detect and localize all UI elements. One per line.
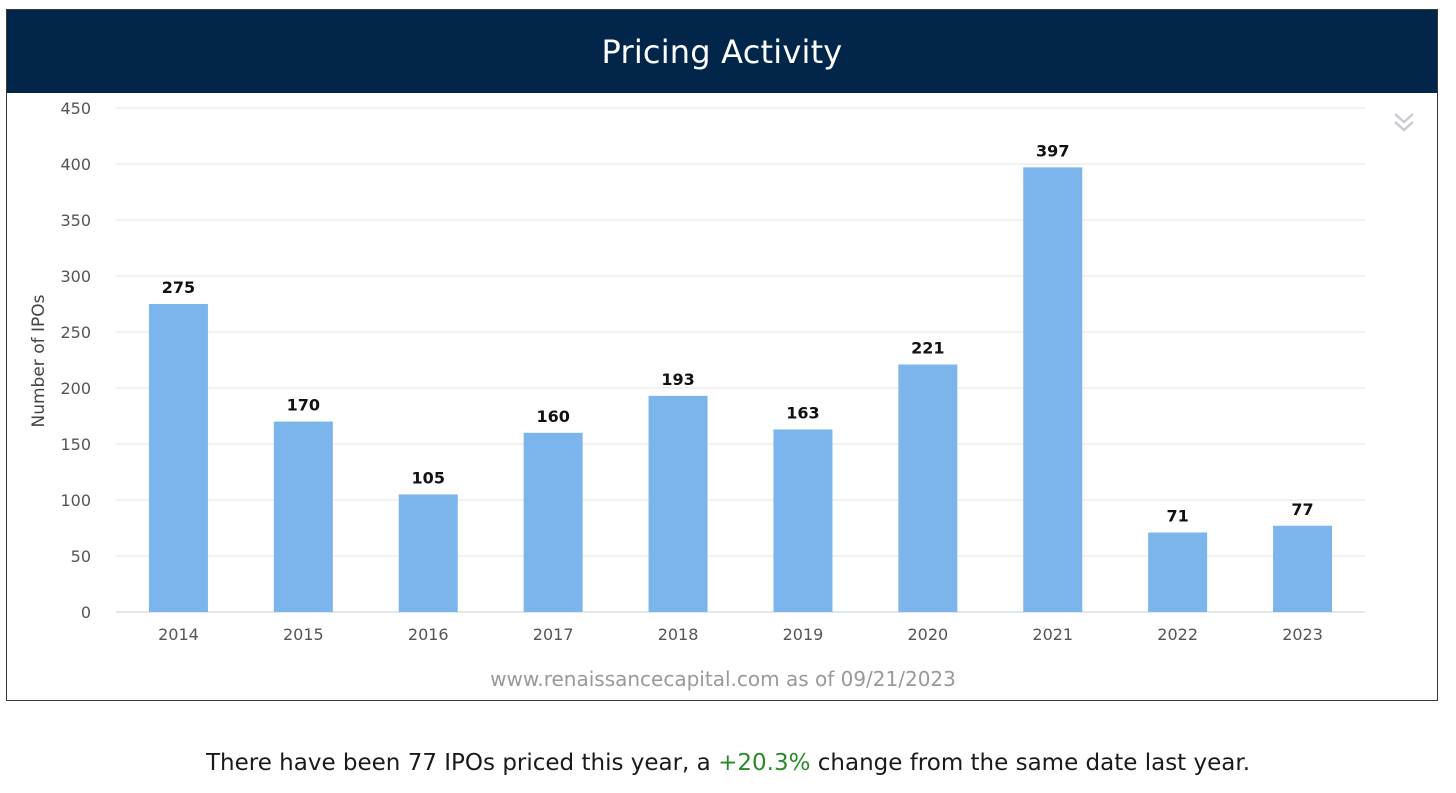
data-label-2020: 221 — [911, 338, 944, 357]
chart-panel: Pricing Activity 275 170 105 160 193 163 221 39… — [6, 9, 1438, 701]
x-tick-label-2017: 2017 — [533, 625, 574, 644]
y-tick-label: 400 — [60, 155, 91, 174]
data-label-2016: 105 — [412, 468, 445, 487]
data-labels: 275 170 105 160 193 163 221 397 71 77 — [162, 141, 1314, 525]
y-tick-label: 450 — [60, 99, 91, 118]
chart-title: Pricing Activity — [601, 32, 843, 71]
y-axis-title: Number of IPOs — [29, 294, 49, 427]
summary-prefix: There have been 77 IPOs priced this year… — [205, 750, 719, 776]
data-label-2018: 193 — [661, 370, 694, 389]
data-label-2019: 163 — [786, 403, 819, 422]
chart-header: Pricing Activity — [7, 10, 1437, 93]
gridlines — [116, 107, 1365, 613]
x-axis-ticks: 2014 2015 2016 2017 2018 2019 2020 2021 2022 2023 — [158, 625, 1323, 644]
bar-2019[interactable] — [773, 429, 833, 612]
data-label-2022: 71 — [1167, 506, 1189, 525]
data-label-2021: 397 — [1036, 141, 1069, 160]
bar-2020[interactable] — [898, 364, 958, 612]
data-label-2015: 170 — [287, 396, 320, 415]
x-tick-label-2015: 2015 — [283, 625, 324, 644]
data-label-2014: 275 — [162, 278, 195, 297]
bar-2021[interactable] — [1023, 167, 1083, 613]
x-tick-label-2020: 2020 — [907, 625, 948, 644]
y-tick-label: 200 — [60, 379, 91, 398]
bar-2014[interactable] — [148, 304, 208, 612]
y-tick-label: 250 — [60, 323, 91, 342]
x-tick-label-2022: 2022 — [1157, 625, 1198, 644]
bar-chart: 275 170 105 160 193 163 221 397 71 77 0 50 100 150 20… — [29, 99, 1365, 644]
y-tick-label: 50 — [71, 547, 91, 566]
bar-2022[interactable] — [1148, 532, 1208, 612]
x-tick-label-2023: 2023 — [1282, 625, 1323, 644]
y-tick-label: 350 — [60, 211, 91, 230]
data-label-2023: 77 — [1291, 500, 1313, 519]
x-tick-label-2019: 2019 — [783, 625, 824, 644]
x-tick-label-2018: 2018 — [658, 625, 699, 644]
y-tick-label: 300 — [60, 267, 91, 286]
bar-2015[interactable] — [273, 421, 333, 612]
change-percent: +20.3% — [718, 750, 811, 776]
bar-2016[interactable] — [398, 494, 458, 612]
y-axis-ticks: 0 50 100 150 200 250 300 350 400 450 — [60, 99, 91, 622]
x-tick-label-2021: 2021 — [1032, 625, 1073, 644]
summary-text: There have been 77 IPOs priced this year… — [0, 750, 1456, 776]
summary-suffix: change from the same date last year. — [810, 750, 1251, 776]
bars — [148, 167, 1333, 613]
x-tick-label-2016: 2016 — [408, 625, 449, 644]
y-tick-label: 0 — [81, 603, 91, 622]
x-tick-label-2014: 2014 — [158, 625, 199, 644]
chevron-double-down-icon[interactable] — [1391, 110, 1417, 136]
source-credit: www.renaissancecapital.com as of 09/21/2… — [490, 667, 956, 691]
y-tick-label: 100 — [60, 491, 91, 510]
y-tick-label: 150 — [60, 435, 91, 454]
bar-2018[interactable] — [648, 395, 708, 612]
bar-2017[interactable] — [523, 432, 583, 612]
bar-2023[interactable] — [1273, 525, 1333, 612]
data-label-2017: 160 — [536, 407, 569, 426]
